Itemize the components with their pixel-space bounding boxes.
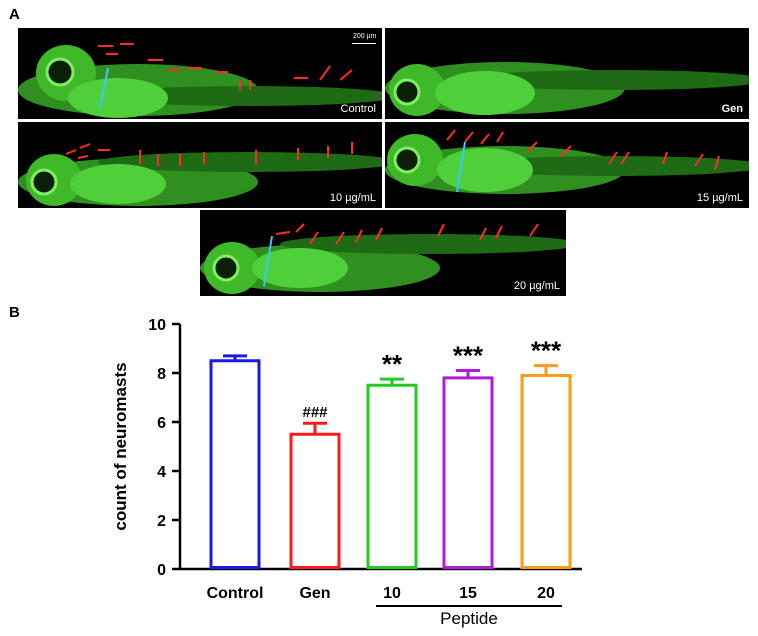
x-tick-label: 20 xyxy=(537,585,555,602)
fish-image-10: 10 µg/mL xyxy=(18,122,382,208)
bar-15 xyxy=(442,376,494,570)
y-tick-label: 4 xyxy=(157,464,166,481)
x-tick-label: 10 xyxy=(383,585,401,602)
y-tick-label: 2 xyxy=(157,513,166,530)
scale-bar xyxy=(352,43,376,44)
bar-10 xyxy=(366,383,418,569)
bar-Gen xyxy=(289,432,341,569)
fish-drawing-10 xyxy=(18,142,382,206)
bar-Control xyxy=(209,359,261,569)
significance-label: *** xyxy=(453,341,484,371)
significance-label: *** xyxy=(531,336,562,366)
y-axis-label: count of neuromasts xyxy=(111,362,130,530)
y-tick-label: 8 xyxy=(157,366,166,383)
panel-b-label: B xyxy=(9,304,20,321)
x-tick-label: Gen xyxy=(299,585,330,602)
neuromast-bar-chart: 0 2 4 6 8 10 count of neuromasts Control ### Gen *… xyxy=(111,317,582,628)
fish-drawing-15 xyxy=(385,129,749,194)
x-tick-label: Control xyxy=(207,585,264,602)
x-tick-label: 15 xyxy=(459,585,477,602)
y-tick-label: 0 xyxy=(157,562,166,579)
y-tick-label: 10 xyxy=(148,317,166,334)
panel-a-label: A xyxy=(9,6,20,23)
y-tick-label: 6 xyxy=(157,415,166,432)
significance-label: ### xyxy=(302,404,328,421)
fish-caption-10: 10 µg/mL xyxy=(329,192,376,204)
group-label: Peptide xyxy=(440,609,498,628)
fish-drawing-20 xyxy=(200,223,566,294)
bar-20 xyxy=(520,373,572,569)
significance-label: ** xyxy=(382,349,403,379)
fish-caption-control: Control xyxy=(340,103,376,115)
fish-image-gen: Gen xyxy=(385,28,749,119)
fish-image-20: 20 µg/mL xyxy=(200,210,566,296)
fish-drawing-gen xyxy=(385,62,749,116)
scale-bar-label: 200 µm xyxy=(353,33,377,40)
fish-caption-gen: Gen xyxy=(721,103,743,115)
fish-caption-20: 20 µg/mL xyxy=(513,280,560,292)
fish-caption-15: 15 µg/mL xyxy=(696,192,743,204)
fish-image-15: 15 µg/mL xyxy=(385,122,749,208)
fish-image-control: 200 µm Control xyxy=(18,28,382,119)
fish-drawing-control xyxy=(18,43,382,118)
